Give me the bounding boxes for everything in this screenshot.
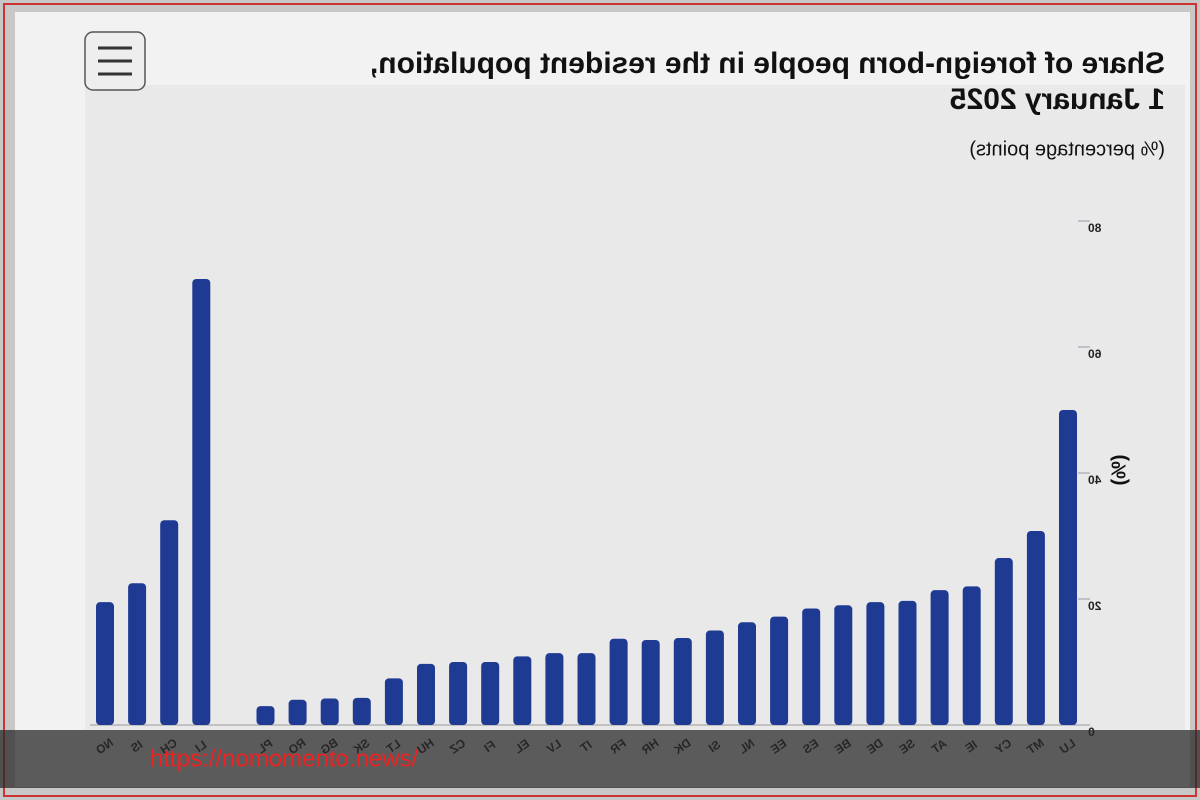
bar bbox=[545, 653, 564, 725]
bar bbox=[673, 638, 692, 725]
y-tick-label: 20 bbox=[1088, 599, 1102, 613]
bar bbox=[770, 616, 789, 725]
bar bbox=[1026, 530, 1045, 725]
bar bbox=[994, 558, 1013, 725]
plot-bg bbox=[85, 85, 1185, 730]
y-axis-label: (%) bbox=[1108, 454, 1130, 485]
menu-button[interactable] bbox=[84, 31, 146, 91]
chart-title: Share of foreign-born people in the resi… bbox=[370, 47, 1165, 116]
bar bbox=[641, 639, 660, 725]
bar bbox=[705, 630, 724, 725]
bar bbox=[160, 520, 179, 725]
bar bbox=[352, 697, 371, 725]
bar bbox=[128, 583, 147, 725]
bar bbox=[288, 699, 307, 725]
bar bbox=[481, 662, 500, 725]
bar bbox=[866, 602, 885, 725]
bar bbox=[320, 698, 339, 725]
bar bbox=[192, 278, 211, 725]
bar bbox=[96, 602, 114, 725]
chart-subtitle: (% percentage points) bbox=[969, 138, 1165, 160]
y-tick-label: 80 bbox=[1088, 221, 1102, 235]
bar bbox=[256, 706, 275, 725]
y-tick-label: 40 bbox=[1088, 473, 1102, 487]
border bbox=[3, 3, 1197, 797]
bar bbox=[738, 622, 756, 725]
bar bbox=[577, 653, 596, 725]
bar bbox=[962, 586, 981, 725]
watermark: https://nomomento.news/ bbox=[150, 745, 418, 772]
bar bbox=[802, 608, 821, 725]
bar bbox=[1059, 410, 1077, 725]
bar bbox=[384, 678, 403, 725]
bar bbox=[417, 663, 435, 725]
bar bbox=[449, 662, 468, 725]
y-tick-label: 60 bbox=[1088, 347, 1102, 361]
bar bbox=[898, 600, 917, 725]
watermark-band bbox=[0, 730, 1200, 788]
bar bbox=[930, 590, 949, 725]
bar bbox=[834, 605, 853, 725]
bar bbox=[513, 656, 532, 725]
bar bbox=[609, 638, 628, 725]
menu-icon bbox=[98, 46, 132, 76]
